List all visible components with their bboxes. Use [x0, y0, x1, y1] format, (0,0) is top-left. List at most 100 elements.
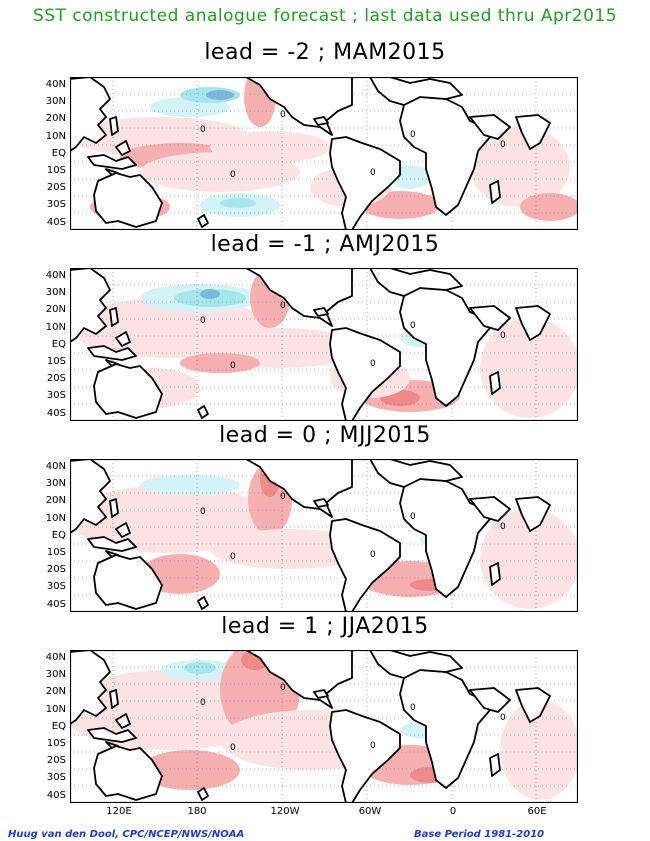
land-africa [399, 669, 491, 789]
land-southAmerica [329, 136, 401, 230]
land-outlines [70, 268, 551, 421]
anomaly-region [200, 289, 220, 299]
land-australia [93, 745, 163, 801]
contour-label: 0 [410, 130, 416, 140]
land-madagascar [489, 562, 501, 586]
panel-title: lead = 1 ; JJA2015 [221, 614, 429, 639]
land-madagascar [489, 371, 501, 395]
lat-label: 10S [46, 356, 66, 367]
land-africa [399, 287, 491, 407]
land-arabia [469, 496, 511, 522]
land-australia [93, 554, 163, 610]
land-outlines [70, 77, 551, 230]
anomaly-region [520, 193, 578, 221]
lat-label: 40N [45, 79, 66, 90]
lat-label: 20N [45, 495, 66, 507]
lat-label: 10N [45, 130, 66, 142]
lat-label: 30S [46, 199, 66, 211]
lon-label-120e: 120E [106, 806, 132, 817]
land-asia [70, 77, 111, 152]
land-india [515, 305, 551, 341]
land-europe [369, 459, 463, 488]
contour-label: 0 [410, 512, 416, 522]
lat-label: 20N [45, 686, 66, 698]
lat-label: 10S [46, 547, 66, 558]
anomaly-region [480, 318, 578, 418]
contour-label: 0 [230, 552, 236, 562]
land-arabia [469, 305, 511, 331]
land-philippines [109, 498, 119, 518]
contour-label: 0 [230, 170, 236, 180]
contour-label: 0 [370, 168, 376, 178]
lat-label: 20N [45, 113, 66, 125]
contour-label: 0 [410, 703, 416, 713]
lat-label: EQ [51, 529, 66, 541]
lat-label: 30S [46, 390, 66, 402]
contour-label: 0 [280, 301, 286, 311]
lat-label: 20S [46, 564, 66, 576]
lon-label-180: 180 [187, 806, 207, 817]
sst-anomaly-map: 0 0 0 0 0 0 [70, 650, 578, 803]
land-philippines [109, 116, 119, 136]
land-caribbean [313, 307, 329, 317]
contour-label: 0 [410, 321, 416, 331]
anomaly-region [70, 485, 270, 553]
lon-label-120w: 120W [270, 806, 300, 817]
lat-label: 20N [45, 304, 66, 316]
panel-title: lead = -2 ; MAM2015 [204, 40, 446, 65]
lat-label: 40S [46, 598, 66, 610]
lat-label: 40S [46, 789, 66, 801]
lat-label: 10N [45, 512, 66, 524]
land-indonesia [87, 140, 137, 178]
sst-anomaly-map: 0 0 0 0 0 0 [70, 459, 578, 612]
lat-label: 30N [45, 287, 66, 299]
land-indonesia [87, 331, 137, 369]
land-europe [369, 650, 463, 679]
anomaly-region [184, 662, 216, 674]
contour-label: 0 [370, 741, 376, 751]
land-outlines [70, 650, 551, 803]
land-southAmerica [329, 709, 401, 803]
lat-label: 40S [46, 407, 66, 419]
lat-label: 20S [46, 755, 66, 767]
lat-label: 30N [45, 669, 66, 681]
land-indonesia [87, 713, 137, 751]
lat-label: 10S [46, 738, 66, 749]
anomaly-region [210, 131, 330, 163]
contour-label: 0 [500, 522, 506, 532]
credit-author: Huug van den Dool, CPC/NCEP/NWS/NOAA [8, 829, 245, 840]
credit-base-period: Base Period 1981-2010 [414, 829, 545, 840]
anomaly-region [180, 353, 260, 373]
anomaly-region [220, 198, 256, 208]
lat-label: 30S [46, 772, 66, 784]
lat-label: EQ [51, 147, 66, 159]
lat-label: 40N [45, 652, 66, 663]
contour-label: 0 [370, 359, 376, 369]
land-southAmerica [329, 327, 401, 421]
land-australia [93, 363, 163, 419]
land-nz [197, 787, 209, 801]
land-india [515, 496, 551, 532]
contour-label: 0 [500, 140, 506, 150]
lat-label: 10N [45, 321, 66, 333]
land-europe [369, 268, 463, 297]
panel-title: lead = 0 ; MJJ2015 [219, 423, 431, 448]
land-arabia [469, 687, 511, 713]
contour-label: 0 [280, 492, 286, 502]
land-nz [197, 596, 209, 610]
anomaly-region [500, 700, 578, 800]
panel-title: lead = -1 ; AMJ2015 [210, 232, 440, 257]
land-caribbean [313, 689, 329, 699]
land-australia [93, 172, 163, 228]
land-europe [369, 77, 463, 106]
lat-label: EQ [51, 720, 66, 732]
sst-anomaly-map: 0 0 0 0 0 0 [70, 77, 578, 230]
contour-label: 0 [280, 683, 286, 693]
land-arabia [469, 114, 511, 140]
land-nz [197, 214, 209, 228]
land-philippines [109, 689, 119, 709]
anomaly-region [480, 509, 578, 609]
land-philippines [109, 307, 119, 327]
land-caribbean [313, 498, 329, 508]
lat-label: 30N [45, 96, 66, 108]
